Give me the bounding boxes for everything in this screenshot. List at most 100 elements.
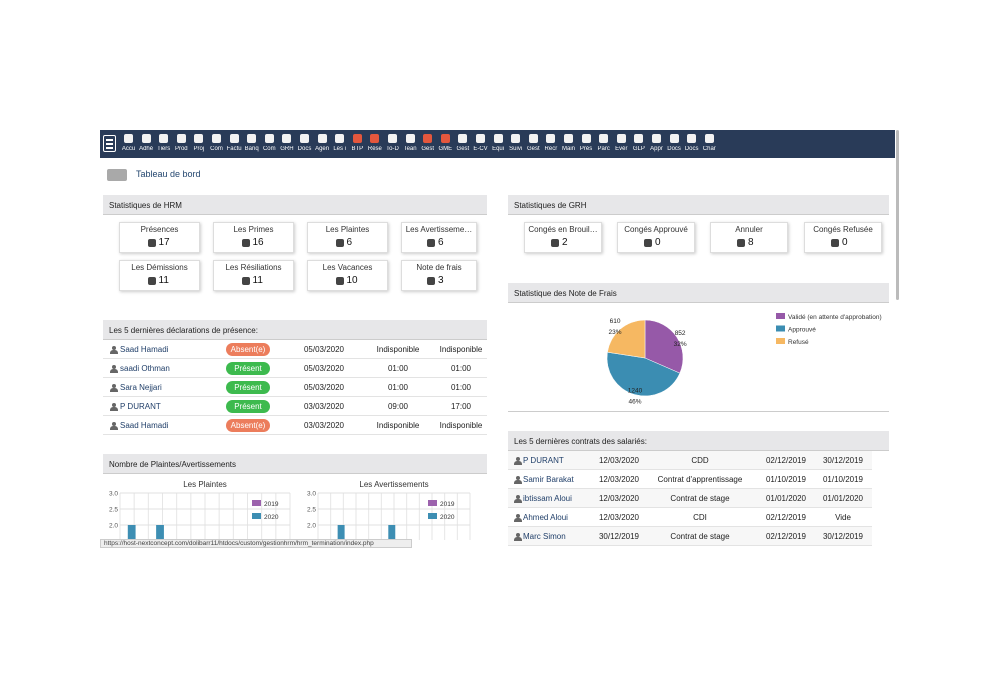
nav-icon[interactable] xyxy=(124,134,133,143)
breadcrumb[interactable]: Tableau de bord xyxy=(136,169,201,179)
nav-icon[interactable] xyxy=(335,134,345,143)
nav-label[interactable]: GME xyxy=(438,146,453,152)
nav-label[interactable]: Tean xyxy=(403,146,417,152)
nav-icon[interactable] xyxy=(141,134,151,143)
stat-card[interactable] xyxy=(119,222,200,253)
nav-label[interactable]: Docs xyxy=(667,146,681,152)
nav-icon[interactable] xyxy=(493,134,503,143)
nav-icon[interactable] xyxy=(458,134,468,143)
nav-label[interactable]: To-D xyxy=(386,146,399,152)
stat-card[interactable] xyxy=(524,222,602,253)
stat-card[interactable] xyxy=(119,260,200,291)
nav-label[interactable]: GLP xyxy=(632,146,645,152)
nav-label[interactable]: Char xyxy=(702,146,716,152)
stat-card[interactable] xyxy=(307,222,388,253)
nav-label[interactable]: BTP xyxy=(351,146,364,152)
nav-label[interactable]: Gest xyxy=(456,146,470,152)
nav-label[interactable]: Appr xyxy=(650,146,663,152)
nav-label[interactable]: Évér xyxy=(615,146,628,152)
nav-label[interactable]: Parc xyxy=(597,146,610,152)
employee-name[interactable]: P DURANT xyxy=(523,456,564,465)
nav-label[interactable]: Com xyxy=(262,146,276,152)
nav-label[interactable]: Recr xyxy=(544,146,558,152)
nav-label[interactable]: Équi xyxy=(492,146,505,152)
stat-card[interactable] xyxy=(617,222,695,253)
employee-name[interactable]: saadi Othman xyxy=(120,364,170,373)
stat-card[interactable] xyxy=(213,222,294,253)
nav-icon[interactable] xyxy=(352,134,362,143)
nav-label[interactable]: Les i xyxy=(333,146,347,152)
stat-card[interactable] xyxy=(213,260,294,291)
nav-icon[interactable] xyxy=(669,134,679,143)
nav-label[interactable]: Docs xyxy=(297,146,312,152)
nav-label[interactable]: Gest xyxy=(526,146,540,152)
nav-label[interactable]: GRH xyxy=(280,146,294,152)
stat-card[interactable] xyxy=(804,222,882,253)
nav-icon[interactable] xyxy=(282,134,292,143)
nav-label[interactable]: Suivi xyxy=(509,146,523,152)
nav-label[interactable]: Banq xyxy=(244,146,259,152)
legend-label: Validé (en attente d'approbation) xyxy=(788,314,882,321)
nav-label[interactable]: Rése xyxy=(367,146,382,152)
nav-icon[interactable] xyxy=(194,134,204,143)
employee-name[interactable]: Sara Nejjari xyxy=(120,383,162,392)
stat-label: Annuler xyxy=(735,225,763,234)
stat-icon xyxy=(147,239,156,247)
nav-label[interactable]: Gest xyxy=(421,146,435,152)
nav-icon[interactable] xyxy=(405,134,415,143)
nav-icon[interactable] xyxy=(546,134,556,143)
nav-icon[interactable] xyxy=(687,134,697,143)
employee-name[interactable]: Saad Hamadi xyxy=(120,345,169,354)
stat-card[interactable] xyxy=(401,222,477,253)
nav-icon[interactable] xyxy=(388,134,397,143)
nav-label[interactable]: Proj xyxy=(193,146,205,152)
nav-icon[interactable] xyxy=(581,134,591,143)
menu-button[interactable] xyxy=(103,135,116,152)
nav-icon[interactable] xyxy=(528,134,538,143)
nav-label[interactable]: Docs xyxy=(684,146,699,152)
employee-name[interactable]: Saad Hamadi xyxy=(120,421,169,430)
nav-label[interactable]: Factu xyxy=(226,146,242,152)
nav-icon[interactable] xyxy=(247,134,257,143)
nav-icon[interactable] xyxy=(317,134,327,143)
employee-name[interactable]: P DURANT xyxy=(120,402,161,411)
stat-card[interactable] xyxy=(710,222,788,253)
nav-icon[interactable] xyxy=(300,134,309,143)
person-icon-body xyxy=(110,369,118,373)
nav-icon[interactable] xyxy=(440,134,450,143)
stat-card[interactable] xyxy=(307,260,388,291)
employee-name[interactable]: Ahmed Aloui xyxy=(523,513,568,522)
nav-label[interactable]: Adhé xyxy=(139,146,154,152)
nav-label[interactable]: Main xyxy=(561,146,575,152)
nav-icon[interactable] xyxy=(652,134,661,143)
nav-label[interactable]: Prés xyxy=(579,146,593,152)
nav-label[interactable]: Accu xyxy=(121,146,136,152)
employee-name[interactable]: Samir Barakat xyxy=(523,475,574,484)
nav-icon[interactable] xyxy=(616,134,626,143)
pie-percent: 46% xyxy=(628,399,641,406)
nav-icon[interactable] xyxy=(423,134,433,143)
nav-icon[interactable] xyxy=(264,134,274,143)
employee-name[interactable]: ibtissam Aloui xyxy=(523,494,572,503)
nav-label[interactable]: Tiers xyxy=(157,146,171,152)
employee-name[interactable]: Marc Simon xyxy=(523,532,566,541)
date: 05/03/2020 xyxy=(303,364,345,373)
nav-label[interactable]: E-CV xyxy=(473,146,488,152)
nav-icon[interactable] xyxy=(176,134,186,143)
stat-card[interactable] xyxy=(401,260,477,291)
nav-icon[interactable] xyxy=(159,134,169,143)
nav-icon[interactable] xyxy=(511,134,521,143)
nav-icon[interactable] xyxy=(229,134,239,143)
table-row xyxy=(103,340,487,359)
nav-icon[interactable] xyxy=(564,134,573,143)
nav-icon[interactable] xyxy=(704,134,714,143)
nav-label[interactable]: Agen xyxy=(315,146,330,152)
nav-icon[interactable] xyxy=(476,134,485,143)
nav-icon[interactable] xyxy=(599,134,609,143)
nav-label[interactable]: Prod xyxy=(174,146,188,152)
nav-icon[interactable] xyxy=(212,134,221,143)
stat-icon xyxy=(551,239,559,247)
nav-icon[interactable] xyxy=(370,134,380,143)
nav-icon[interactable] xyxy=(634,134,644,143)
nav-label[interactable]: Com xyxy=(210,146,223,152)
